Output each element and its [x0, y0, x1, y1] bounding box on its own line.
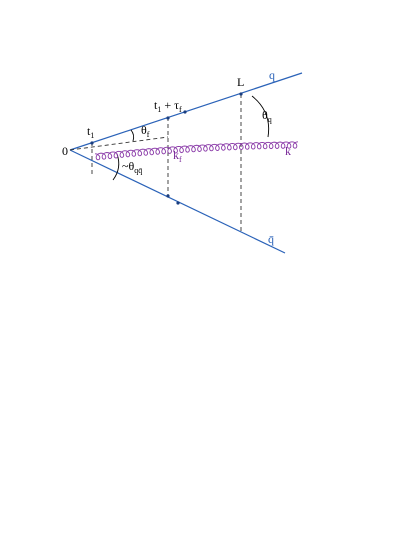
theta-f-label: θf — [141, 123, 150, 139]
label-sub: qq̄ — [134, 166, 142, 175]
length-label: L — [237, 75, 244, 89]
gluon-line — [94, 141, 299, 161]
theta-q-label: θq — [262, 108, 272, 124]
label-rest: + τ — [161, 98, 179, 112]
origin-label: 0 — [62, 144, 68, 158]
t1-label: t1 — [87, 124, 94, 140]
k-label: k — [285, 144, 291, 158]
label-sub: f — [147, 130, 150, 139]
label-sub: f — [179, 105, 182, 114]
label-sub: 1 — [157, 105, 161, 114]
formation-label: t1 + τf — [154, 98, 182, 114]
label-main: θ — [262, 108, 268, 122]
theta-qqbar-label: ~θqq̄ — [122, 159, 143, 175]
label-sub: f — [179, 155, 182, 164]
label-main: k — [173, 148, 179, 162]
label-main: t — [154, 98, 158, 112]
label-main: ~θ — [122, 159, 134, 173]
dashed-guides — [69, 94, 242, 234]
label-main: θ — [141, 123, 147, 137]
kf-label: kf — [173, 148, 182, 164]
antiquark-label: q̄ — [268, 232, 274, 246]
label-sub: q — [268, 115, 272, 124]
vertex-dots — [90, 92, 243, 205]
quark-label: q — [269, 68, 275, 82]
label-main: t — [87, 124, 91, 138]
label-sub: 1 — [90, 131, 94, 140]
